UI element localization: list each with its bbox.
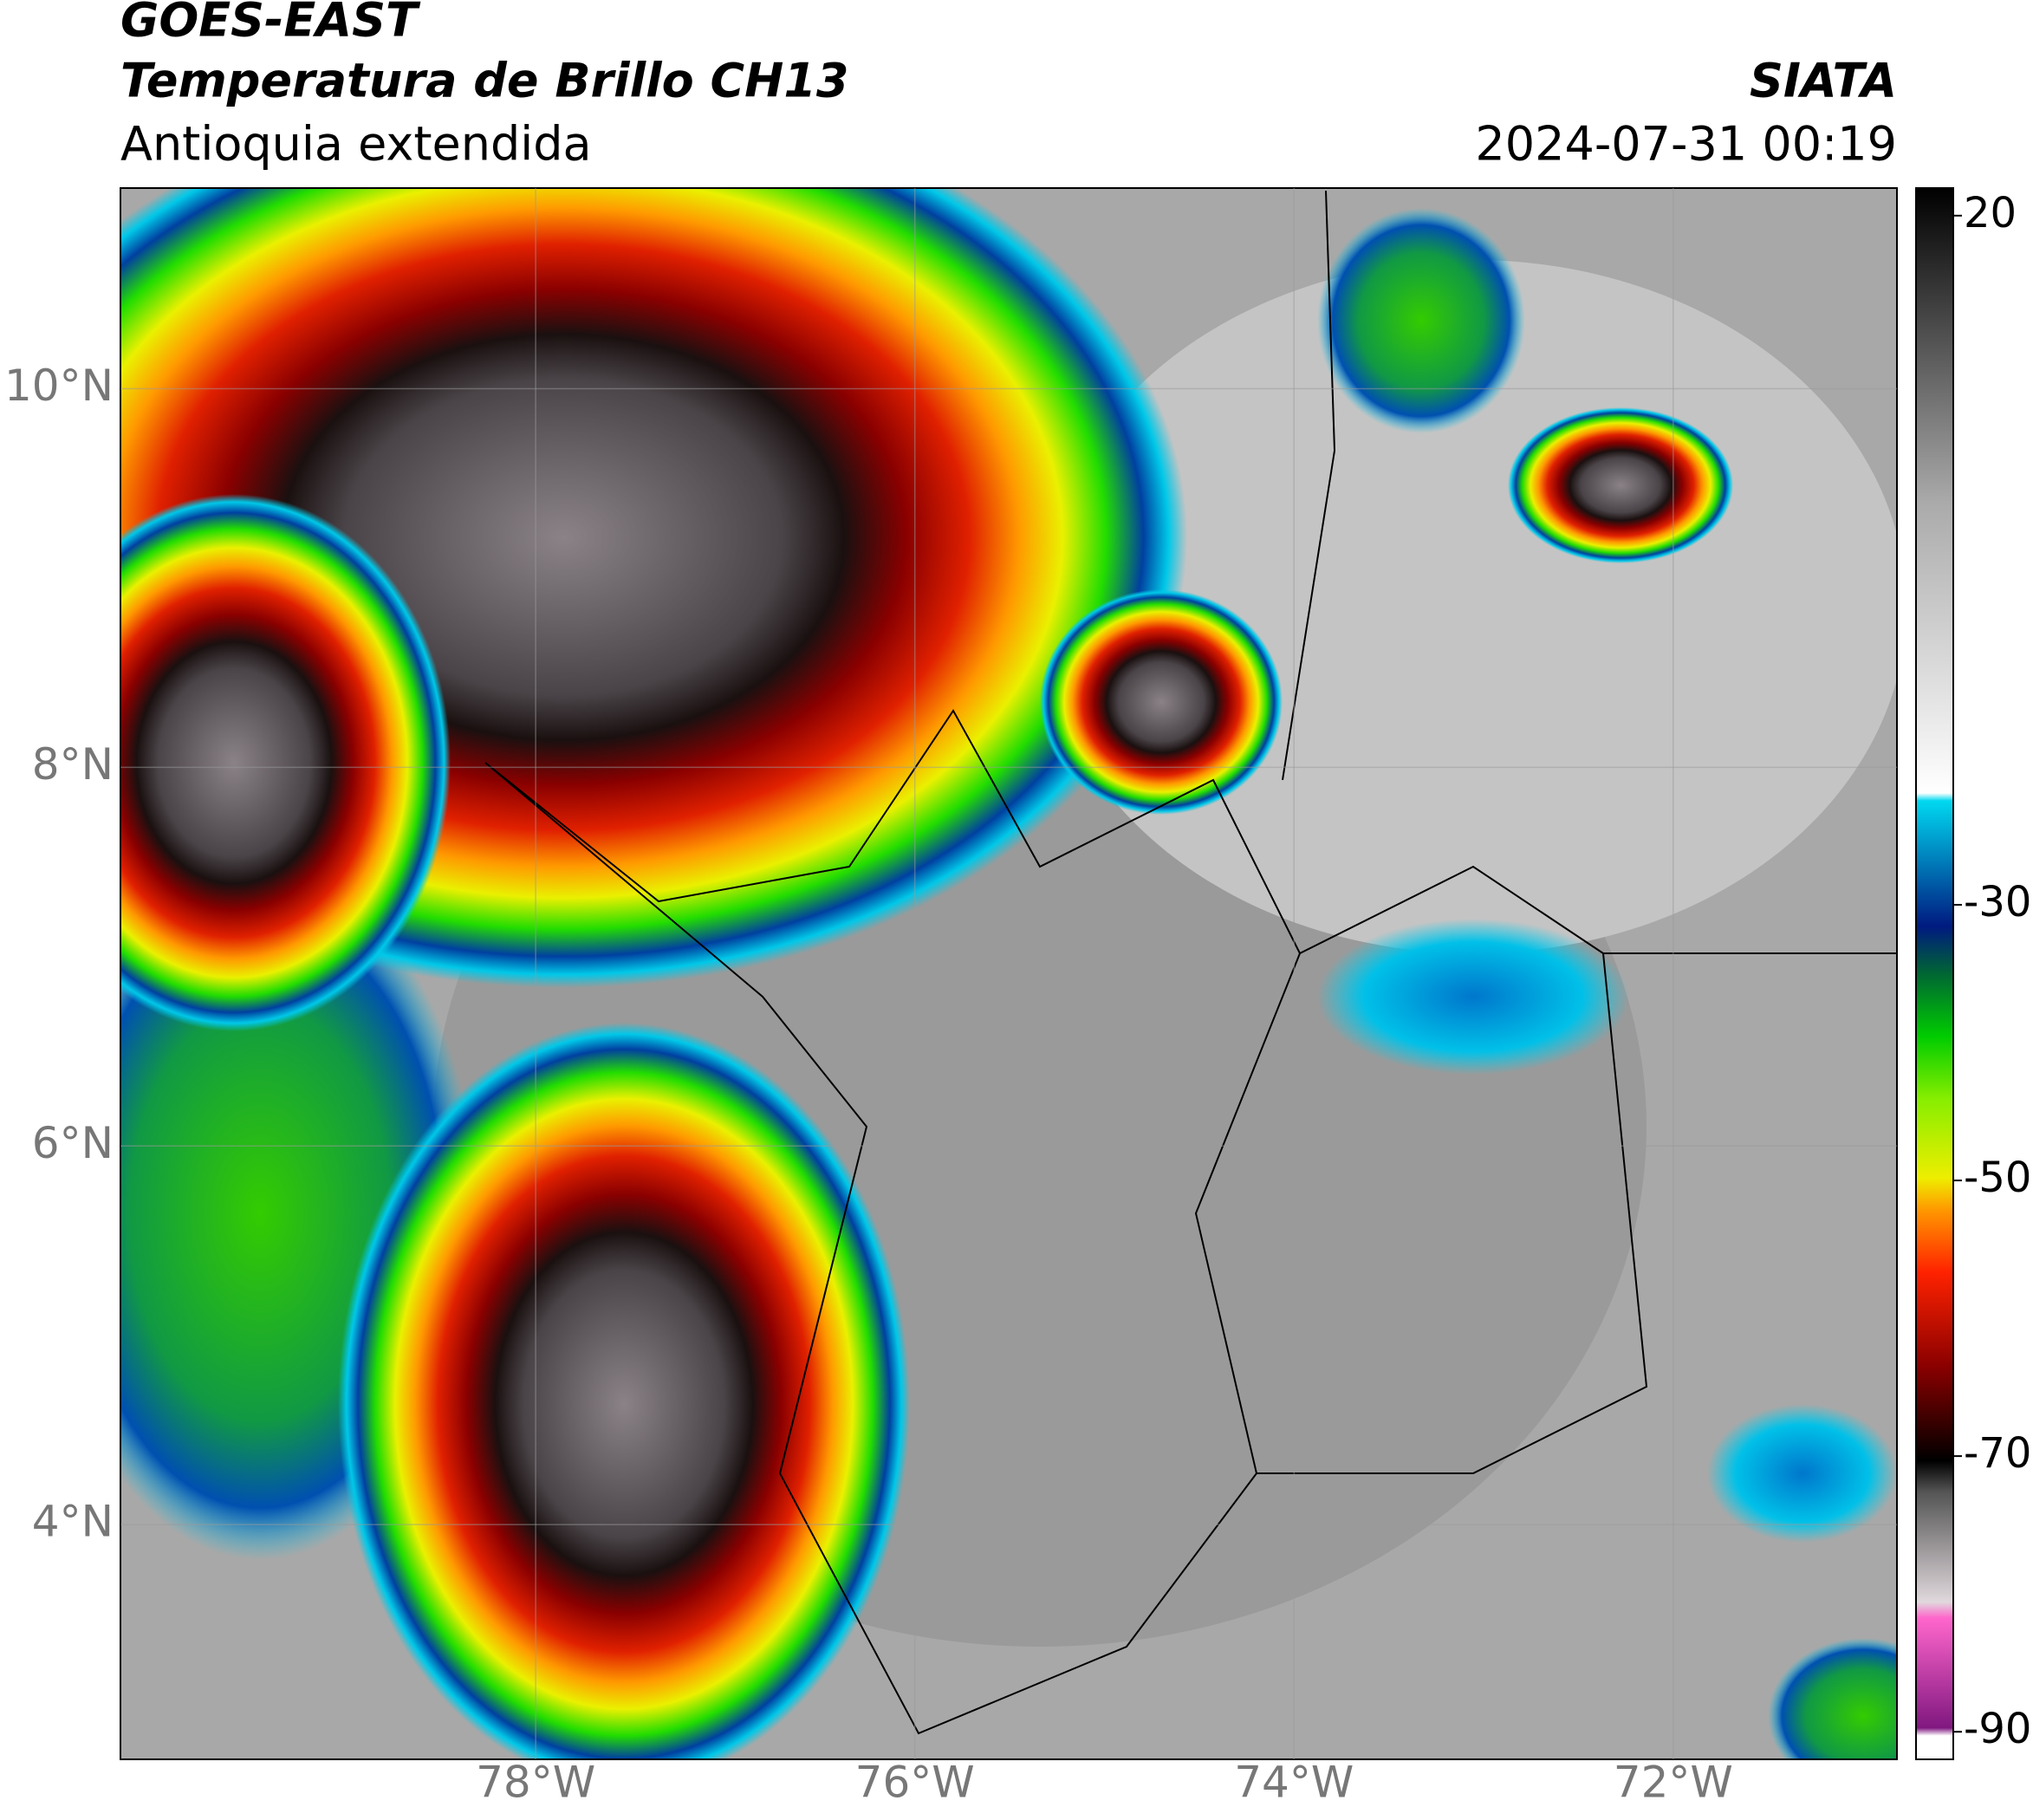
datetime: 2024-07-31 00:19	[1475, 117, 1897, 172]
colorbar-tick-label: -90	[1964, 1705, 2031, 1753]
source: SIATA	[1750, 54, 1897, 108]
map-frame	[120, 187, 1898, 1760]
colorbar	[1915, 187, 1954, 1760]
colorbar-tick-label: -50	[1964, 1154, 2031, 1202]
title: GOES-EAST	[120, 0, 421, 48]
lat-tick-label: 4°N	[32, 1497, 114, 1547]
lat-tick-label: 6°N	[32, 1118, 114, 1168]
map-image	[120, 188, 1897, 1759]
lon-tick-label: 74°W	[1234, 1758, 1354, 1808]
colorbar-tick-label: -70	[1964, 1429, 2031, 1478]
colorbar-tick-label: 20	[1964, 189, 2017, 237]
subtitle: Temperatura de Brillo CH13	[120, 54, 849, 108]
lon-tick-label: 76°W	[855, 1758, 975, 1808]
lon-tick-label: 72°W	[1614, 1758, 1733, 1808]
lat-tick-label: 10°N	[4, 361, 114, 411]
colorbar-tick-label: -30	[1964, 878, 2031, 926]
lon-tick-label: 78°W	[476, 1758, 595, 1808]
region: Antioquia extendida	[120, 117, 592, 172]
lat-tick-label: 8°N	[32, 739, 114, 790]
